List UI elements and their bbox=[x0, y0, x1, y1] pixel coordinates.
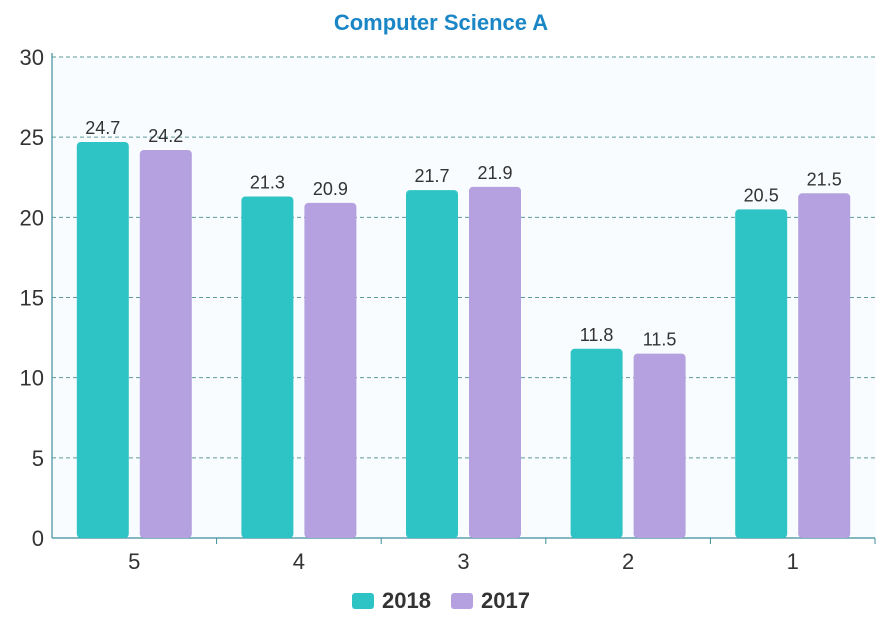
data-label: 11.5 bbox=[643, 330, 677, 350]
y-tick-label: 25 bbox=[20, 125, 44, 150]
data-label: 20.5 bbox=[744, 185, 779, 205]
bar-2018 bbox=[76, 141, 129, 538]
y-tick-label: 10 bbox=[20, 366, 44, 391]
x-tick-label: 2 bbox=[622, 549, 634, 574]
y-tick-label: 15 bbox=[20, 286, 44, 311]
data-label: 21.5 bbox=[807, 169, 842, 189]
bar-2017 bbox=[304, 202, 357, 539]
legend-item-2017[interactable]: 2017 bbox=[451, 588, 530, 614]
data-label: 21.3 bbox=[250, 172, 285, 192]
y-tick-label: 0 bbox=[32, 526, 44, 551]
legend-swatch-2017 bbox=[451, 593, 473, 609]
x-tick-label: 1 bbox=[787, 549, 799, 574]
bar-2018 bbox=[241, 196, 294, 539]
bar-2018 bbox=[735, 209, 788, 539]
legend-swatch-2018 bbox=[352, 593, 375, 609]
y-tick-label: 30 bbox=[20, 45, 44, 70]
bar-2017 bbox=[633, 353, 686, 538]
legend: 2018 2017 bbox=[0, 588, 882, 614]
bar-2018 bbox=[406, 190, 458, 538]
x-tick-label: 3 bbox=[457, 549, 469, 574]
y-tick-label: 20 bbox=[20, 205, 44, 230]
bar-2017 bbox=[798, 193, 851, 539]
legend-item-2018[interactable]: 2018 bbox=[352, 588, 431, 614]
bar-2017 bbox=[139, 149, 192, 538]
data-label: 21.9 bbox=[477, 163, 512, 183]
data-label: 11.8 bbox=[580, 325, 614, 345]
data-label: 24.2 bbox=[148, 126, 183, 146]
legend-label-2018: 2018 bbox=[382, 588, 431, 613]
data-label: 24.7 bbox=[85, 118, 120, 138]
bar-2017 bbox=[469, 186, 521, 538]
x-tick-label: 5 bbox=[128, 549, 140, 574]
data-label: 21.7 bbox=[414, 166, 449, 186]
chart-title: Computer Science A bbox=[333, 10, 549, 35]
y-tick-label: 5 bbox=[32, 446, 44, 471]
data-label: 20.9 bbox=[313, 179, 348, 199]
x-tick-label: 4 bbox=[293, 549, 305, 574]
bar-2018 bbox=[570, 348, 623, 538]
legend-label-2017: 2017 bbox=[481, 588, 530, 613]
